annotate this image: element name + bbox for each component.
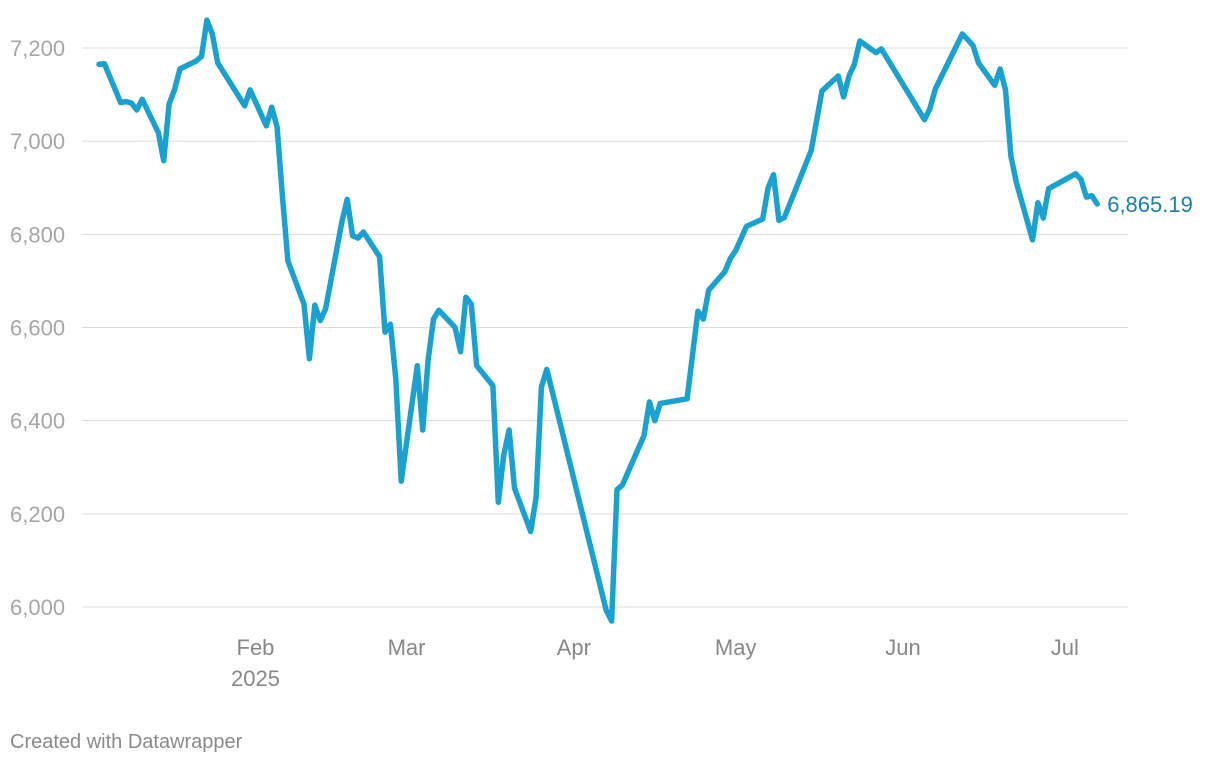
x-tick-label: Feb — [237, 635, 275, 660]
series-line — [96, 17, 1100, 624]
y-tick-label: 6,200 — [10, 502, 65, 527]
y-tick-label: 7,200 — [10, 36, 65, 61]
x-tick-label: Mar — [388, 635, 426, 660]
x-tick-label: Jul — [1051, 635, 1079, 660]
y-tick-label: 6,400 — [10, 409, 65, 434]
y-tick-label: 6,600 — [10, 316, 65, 341]
datawrapper-credit[interactable]: Created with Datawrapper — [10, 731, 243, 753]
x-tick-label: Apr — [557, 635, 591, 660]
y-tick-label: 7,000 — [10, 129, 65, 154]
x-tick-label: May — [715, 635, 757, 660]
end-value-label: 6,865.19 — [1107, 192, 1193, 217]
y-tick-label: 6,800 — [10, 222, 65, 247]
y-tick-label: 6,000 — [10, 595, 65, 620]
x-tick-label: Jun — [885, 635, 920, 660]
x-tick-sublabel: 2025 — [231, 666, 280, 691]
